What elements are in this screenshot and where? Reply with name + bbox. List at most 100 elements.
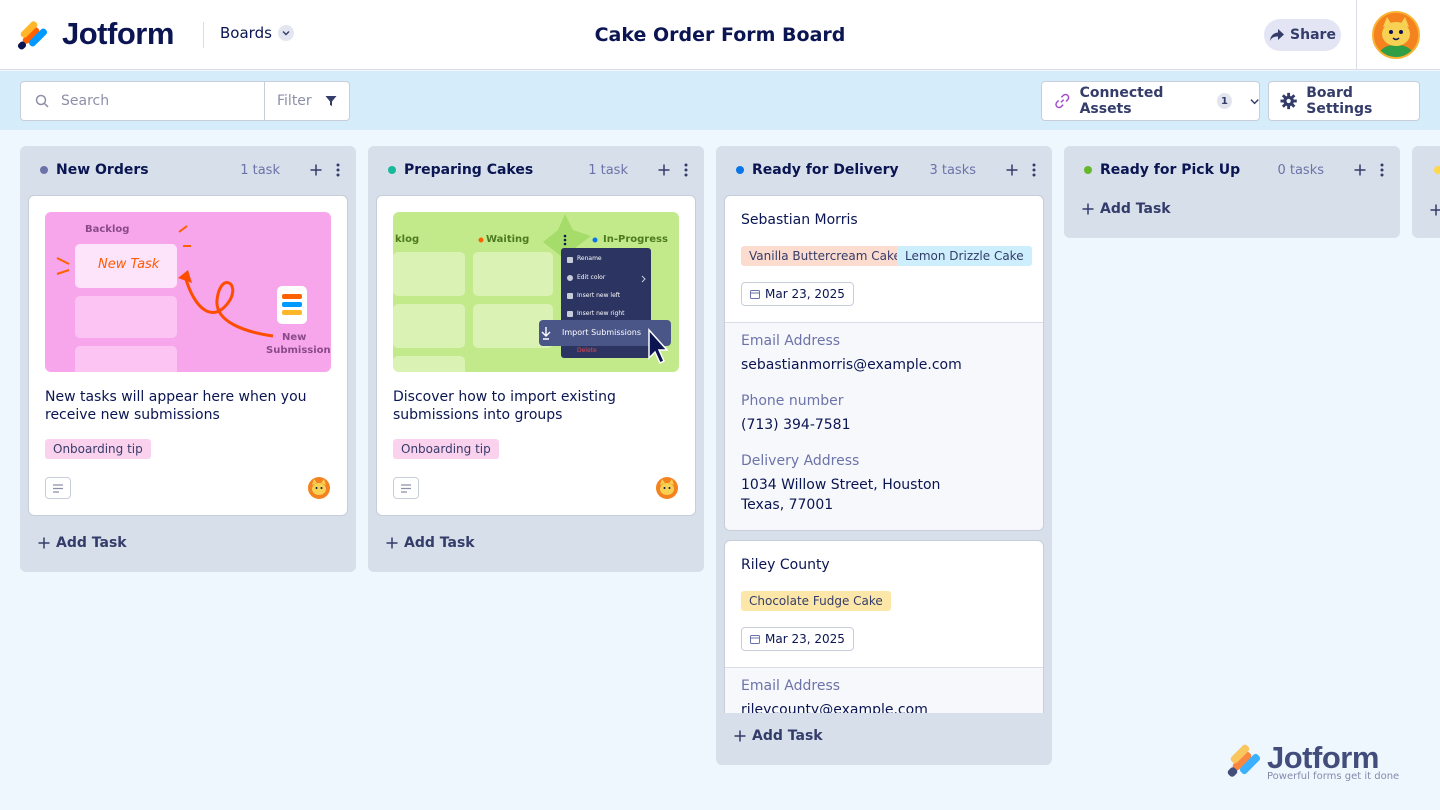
status-dot [388,166,396,174]
date-value: Mar 23, 2025 [765,287,845,301]
more-vertical-icon[interactable] [336,163,340,177]
add-task-label: Add Task [56,535,127,551]
share-button[interactable]: Share [1264,19,1341,51]
import-submissions-illustration: klog Waiting In-Progress Rename Edit col… [393,212,679,372]
phone-value: (713) 394-7581 [741,417,851,433]
task-count: 1 task [588,162,628,178]
onboarding-card[interactable]: klog Waiting In-Progress Rename Edit col… [376,195,696,516]
cake-tag: Vanilla Buttercream Cake [741,246,909,266]
add-task-button[interactable]: Add Task [1064,201,1171,217]
new-task-illustration: Backlog New Task New Submission [45,212,331,372]
calendar-icon [750,290,760,299]
date-pill: Mar 23, 2025 [741,282,854,306]
column-title[interactable]: New Orders [56,162,149,178]
watermark-brand: Jotform [1267,740,1379,775]
filter-label: Filter [277,93,312,109]
connected-assets-label: Connected Assets [1079,85,1164,117]
filter-icon [325,96,337,106]
submission-details: Email Address sebastianmorris@example.co… [725,322,1043,530]
notes-icon[interactable] [393,477,419,499]
menu-item-insert-left: Insert new left [577,292,621,299]
plus-icon [1082,203,1094,215]
email-label: Email Address [741,333,841,349]
phone-label: Phone number [741,393,844,409]
email-value: rileycounty@example.com [741,702,928,713]
submission-details: Email Address rileycounty@example.com [725,667,1043,713]
cake-tag: Chocolate Fudge Cake [741,591,891,611]
menu-item-import: Import Submissions [562,328,642,337]
more-vertical-icon[interactable] [684,163,688,177]
column-title[interactable]: Ready for Pick Up [1100,162,1241,178]
page-title: Cake Order Form Board [594,24,846,46]
user-avatar[interactable] [1372,11,1420,59]
task-count: 3 tasks [929,162,976,178]
header-divider-right [1356,0,1357,70]
card-description: New tasks will appear here when you rece… [45,389,307,423]
add-task-label: Add Task [404,535,475,551]
add-task-button[interactable]: Add Task [20,535,127,551]
task-count: 1 task [240,162,280,178]
search-placeholder: Search [61,93,110,109]
more-vertical-icon[interactable] [1380,163,1384,177]
boards-label: Boards [220,24,272,42]
search-filter-group: Search Filter [20,81,350,121]
assignee-avatar[interactable] [656,477,678,499]
search-input[interactable]: Search [21,82,265,120]
cake-tag: Lemon Drizzle Cake [897,246,1032,266]
watermark-tagline: Powerful forms get it done [1267,771,1400,782]
status-dot [40,166,48,174]
add-task-button[interactable]: Add Task [716,728,823,744]
submitter-name: Sebastian Morris [741,212,858,228]
add-task-label: Add Task [1100,201,1171,217]
date-pill: Mar 23, 2025 [741,627,854,651]
share-icon [1270,29,1285,41]
brand-name: Jotform [62,16,174,51]
date-value: Mar 23, 2025 [765,632,845,646]
chevron-down-icon [277,25,294,41]
address-line-2: Texas, 77001 [741,497,834,513]
column-scroll-area[interactable]: Sebastian Morris Vanilla Buttercream Cak… [716,195,1052,713]
status-dot [736,166,744,174]
link-icon [1055,93,1070,109]
notes-icon[interactable] [45,477,71,499]
menu-item-rename: Rename [577,255,602,262]
chevron-down-icon [1250,98,1259,104]
illustration-label-backlog: Backlog [85,224,130,235]
plus-icon [734,730,746,742]
add-task-label: Add Task [752,728,823,744]
add-icon[interactable] [1354,164,1366,176]
onboarding-tag: Onboarding tip [45,439,151,459]
submission-card[interactable]: Sebastian Morris Vanilla Buttercream Cak… [724,195,1044,531]
jotform-watermark: Jotform Powerful forms get it done [1226,740,1400,782]
add-icon[interactable] [1006,164,1018,176]
board-settings-label: Board Settings [1306,85,1373,117]
board-toolbar: Search Filter Connected Assets 1 Board S… [0,71,1440,130]
jotform-logo-icon [16,18,50,51]
boards-dropdown[interactable]: Boards [220,24,294,42]
onboarding-card[interactable]: Backlog New Task New Submission New task… [28,195,348,516]
column-partial [1412,146,1440,238]
column-ready-for-pick-up: Ready for Pick Up 0 tasks Add Task [1064,146,1400,238]
more-vertical-icon[interactable] [1032,163,1036,177]
task-count: 0 tasks [1277,162,1324,178]
board-settings-button[interactable]: Board Settings [1268,81,1420,121]
calendar-icon [750,635,760,644]
illustration-label-in-progress: In-Progress [603,234,668,245]
add-icon[interactable] [310,164,322,176]
column-title[interactable]: Preparing Cakes [404,162,534,178]
add-icon[interactable] [658,164,670,176]
plus-icon[interactable] [1430,204,1440,216]
submission-card[interactable]: Riley County Chocolate Fudge Cake Mar 23… [724,540,1044,713]
column-preparing-cakes: Preparing Cakes 1 task [368,146,704,572]
add-task-button[interactable]: Add Task [368,535,475,551]
connected-assets-button[interactable]: Connected Assets 1 [1041,81,1260,121]
filter-button[interactable]: Filter [265,82,349,120]
illustration-label-waiting: Waiting [486,234,530,245]
column-title[interactable]: Ready for Delivery [752,162,899,178]
assignee-avatar[interactable] [308,477,330,499]
onboarding-tag: Onboarding tip [393,439,499,459]
jotform-logo[interactable]: Jotform [16,16,174,52]
column-new-orders: New Orders 1 task Backlog New Task New S… [20,146,356,572]
column-header: New Orders 1 task [20,146,356,194]
submitter-name: Riley County [741,557,830,573]
